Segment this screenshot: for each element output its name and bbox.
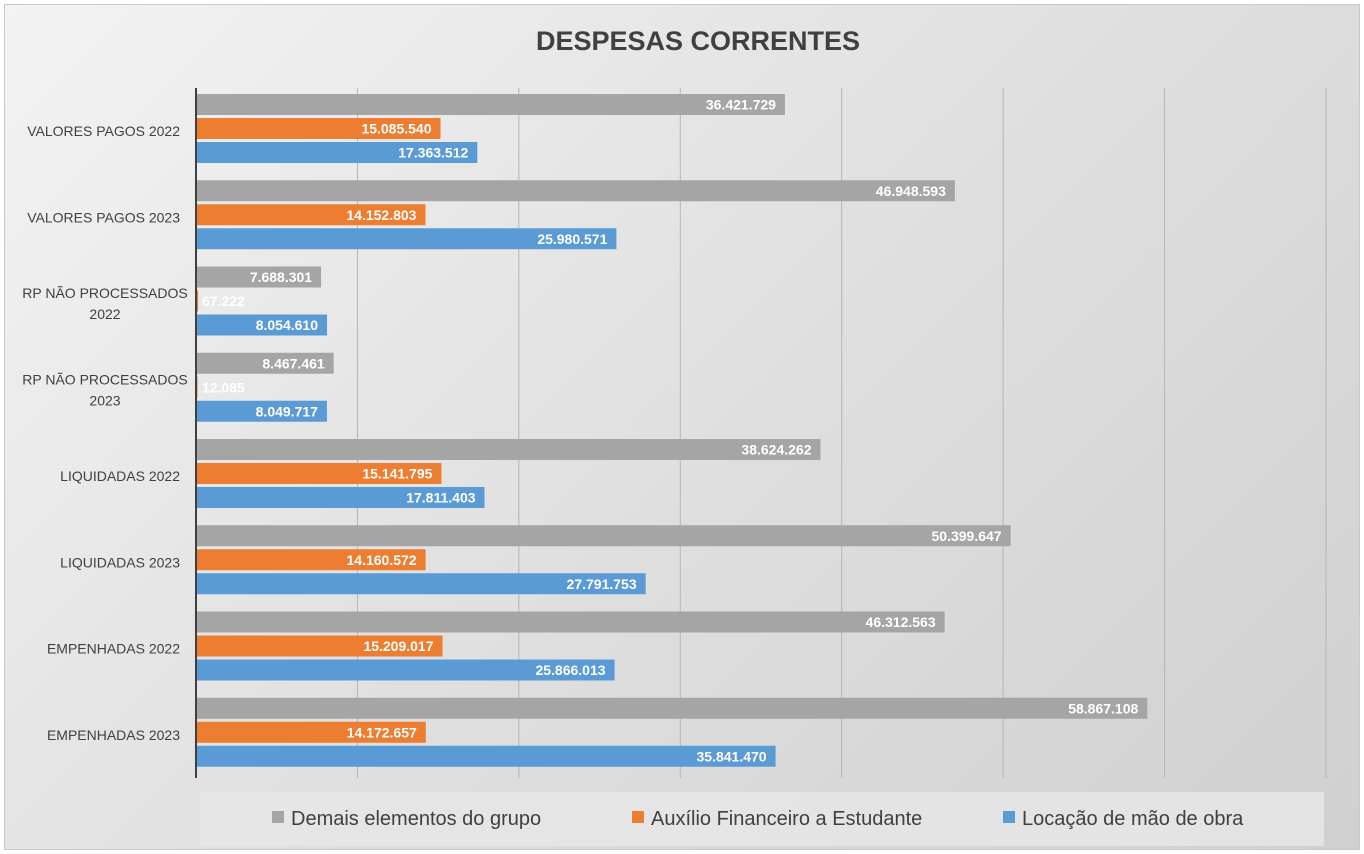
legend-swatch — [1003, 811, 1015, 823]
legend: Demais elementos do grupo Auxílio Finance… — [200, 792, 1324, 846]
category-label: LIQUIDADAS 2022 — [60, 468, 180, 484]
category-label: RP NÃO PROCESSADOS 2022 — [22, 285, 187, 322]
data-label: 36.421.729 — [706, 97, 776, 113]
bar — [197, 611, 945, 633]
bar — [197, 228, 617, 250]
data-label: 14.172.657 — [347, 724, 417, 740]
category-label: LIQUIDADAS 2023 — [60, 554, 180, 570]
bar — [197, 635, 443, 657]
data-label: 27.791.753 — [567, 576, 637, 592]
data-label: 38.624.262 — [741, 442, 811, 458]
category-label: VALORES PAGOS 2022 — [27, 123, 180, 139]
bar — [197, 142, 478, 163]
data-label: 8.467.461 — [262, 355, 324, 371]
data-label: 35.841.470 — [697, 748, 767, 764]
bar — [197, 463, 442, 484]
bar — [197, 525, 1011, 547]
legend-label: Auxílio Financeiro a Estudante — [651, 808, 922, 830]
bar — [197, 290, 199, 312]
data-label: 12.085 — [202, 379, 245, 395]
legend-label: Demais elementos do grupo — [291, 808, 541, 830]
data-label: 67.222 — [202, 293, 245, 309]
bars — [197, 94, 1148, 767]
bar — [197, 745, 776, 767]
bar — [197, 204, 426, 226]
bar — [197, 697, 1148, 719]
data-label: 50.399.647 — [932, 528, 1002, 544]
data-label: 8.054.610 — [256, 317, 318, 333]
data-label: 14.152.803 — [346, 207, 416, 223]
data-label: 25.866.013 — [535, 662, 605, 678]
data-label: 17.811.403 — [406, 490, 476, 506]
legend-swatch — [272, 811, 284, 823]
bar — [197, 721, 426, 743]
data-label: 25.980.571 — [537, 231, 607, 247]
bar — [197, 400, 327, 422]
bar — [197, 180, 955, 202]
bar — [197, 118, 441, 139]
data-label: 8.049.717 — [256, 403, 318, 419]
data-label: 7.688.301 — [250, 269, 312, 285]
category-labels: VALORES PAGOS 2022 VALORES PAGOS 2023 RP N… — [22, 123, 187, 743]
bar — [197, 266, 322, 288]
data-label: 14.160.572 — [347, 552, 417, 568]
category-label: EMPENHADAS 2022 — [47, 641, 180, 657]
bar — [197, 439, 821, 460]
bar — [197, 314, 328, 336]
data-label: 15.209.017 — [363, 638, 433, 654]
data-label: 17.363.512 — [398, 145, 468, 161]
bar — [197, 487, 485, 508]
data-label: 15.085.540 — [361, 121, 431, 137]
category-label: VALORES PAGOS 2023 — [27, 209, 180, 225]
data-label: 15.141.795 — [362, 466, 432, 482]
category-label: RP NÃO PROCESSADOS 2023 — [22, 371, 187, 408]
legend-label: Locação de mão de obra — [1022, 808, 1244, 830]
bar — [197, 376, 198, 398]
category-label: EMPENHADAS 2023 — [47, 727, 180, 743]
bar — [197, 352, 334, 374]
data-label: 58.867.108 — [1068, 700, 1138, 716]
legend-background — [200, 792, 1324, 846]
data-labels: 36.421.729 15.085.540 17.363.512 46.948.593… — [202, 97, 1138, 765]
chart-title: DESPESAS CORRENTES — [536, 26, 860, 56]
bar — [197, 549, 426, 571]
legend-swatch — [632, 811, 644, 823]
data-label: 46.312.563 — [866, 614, 936, 630]
data-label: 46.948.593 — [876, 183, 946, 199]
bar — [197, 94, 785, 115]
bar — [197, 659, 615, 681]
bar — [197, 573, 646, 595]
